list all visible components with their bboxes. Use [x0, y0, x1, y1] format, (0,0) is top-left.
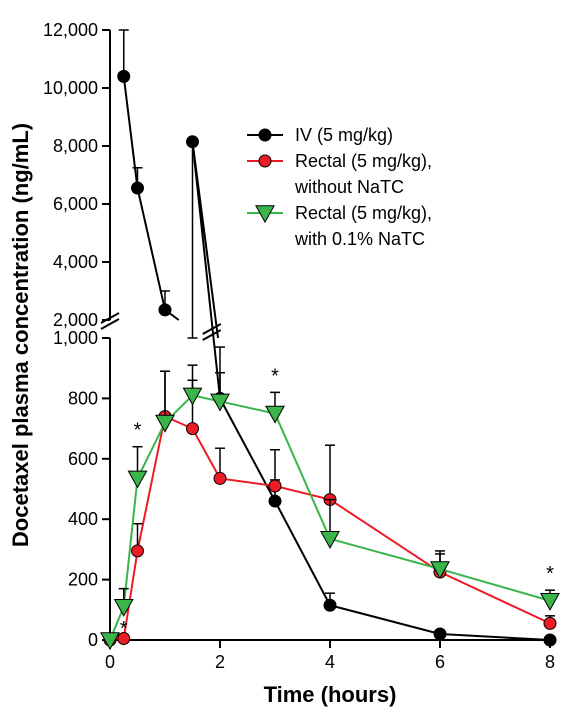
legend-label-iv: IV (5 mg/kg): [295, 125, 393, 145]
significance-star: *: [120, 618, 128, 640]
y-tick-label: 4,000: [53, 252, 98, 272]
significance-star: *: [546, 563, 554, 585]
y-tick-label: 6,000: [53, 194, 98, 214]
y-tick-label: 800: [68, 388, 98, 408]
x-tick-label: 2: [215, 652, 225, 672]
significance-star: *: [271, 365, 279, 387]
x-tick-label: 0: [105, 652, 115, 672]
x-tick-label: 4: [325, 652, 335, 672]
x-tick-label: 6: [435, 652, 445, 672]
y-axis-label: Docetaxel plasma concentration (ng/mL): [8, 123, 33, 547]
legend-label-rectal-natc-1: Rectal (5 mg/kg),: [295, 203, 432, 223]
y-tick-label: 12,000: [43, 20, 98, 40]
y-tick-label: 8,000: [53, 136, 98, 156]
x-axis-label: Time (hours): [264, 682, 397, 707]
y-tick-label: 2,000: [53, 310, 98, 330]
y-tick-label: 400: [68, 509, 98, 529]
legend-label-rectal-natc-2: with 0.1% NaTC: [294, 229, 425, 249]
y-tick-label: 600: [68, 449, 98, 469]
y-tick-label: 10,000: [43, 78, 98, 98]
pk-chart: 0 2 4 6 8 Time (hours) 2,000 4,000 6,000 8,000 10,…: [0, 0, 570, 721]
y-tick-label: 0: [88, 630, 98, 650]
x-tick-label: 8: [545, 652, 555, 672]
y-tick-label: 1,000: [53, 328, 98, 348]
y-tick-label: 200: [68, 570, 98, 590]
significance-star: *: [134, 420, 142, 442]
legend-label-rectal-no-2: without NaTC: [294, 177, 404, 197]
legend-label-rectal-no-1: Rectal (5 mg/kg),: [295, 151, 432, 171]
